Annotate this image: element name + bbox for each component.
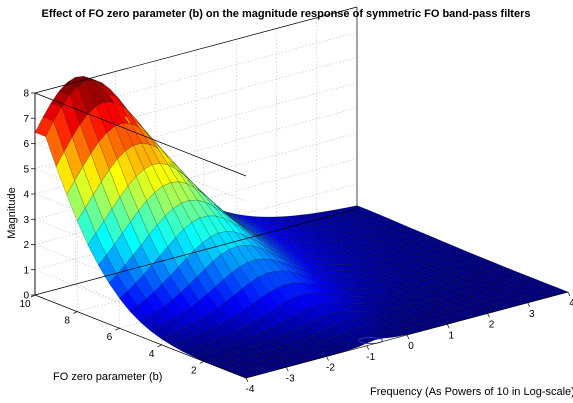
- y-tick-mark: [157, 344, 162, 348]
- y-tick-label: 4: [149, 349, 155, 360]
- x-axis-label: Frequency (As Powers of 10 in Log-scale): [370, 386, 573, 398]
- grid-line: [34, 82, 358, 170]
- z-tick-label: 1: [23, 265, 29, 276]
- grid-line: [34, 57, 358, 144]
- x-tick-mark: [487, 313, 490, 318]
- x-tick-mark: [245, 377, 249, 383]
- y-tick-mark: [199, 361, 204, 364]
- x-tick-mark: [326, 356, 329, 361]
- z-tick-label: 2: [23, 240, 29, 251]
- z-tick-label: 7: [23, 114, 29, 125]
- y-tick-label: 6: [107, 332, 113, 343]
- x-tick-mark: [446, 324, 450, 329]
- x-tick-mark: [406, 334, 410, 340]
- x-tick-label: -1: [366, 352, 375, 363]
- z-axis-label: Magnitude: [6, 187, 18, 238]
- y-tick-label: 2: [191, 365, 197, 376]
- x-tick-label: 0: [408, 341, 414, 352]
- x-tick-label: 2: [489, 320, 495, 331]
- grid-line: [34, 158, 358, 245]
- y-tick-label: 8: [64, 316, 70, 327]
- x-tick-label: 4: [569, 298, 573, 309]
- x-tick-mark: [285, 367, 289, 372]
- y-tick-mark: [115, 327, 120, 331]
- x-tick-label: -3: [286, 373, 295, 384]
- z-tick-label: 5: [23, 164, 29, 175]
- contour-mark: [358, 337, 383, 344]
- axis-box-edge: [34, 6, 358, 94]
- z-tick-label: 0: [23, 291, 29, 302]
- x-tick-mark: [527, 302, 531, 307]
- y-axis-label: FO zero parameter (b): [53, 371, 162, 383]
- axis-box-edge: [34, 208, 358, 296]
- x-tick-mark: [567, 291, 571, 297]
- y-tick-label: 10: [19, 299, 31, 310]
- z-tick-label: 4: [23, 190, 29, 201]
- x-tick-label: 1: [448, 330, 454, 341]
- z-tick-label: 6: [23, 139, 29, 150]
- chart-title: Effect of FO zero parameter (b) on the m…: [42, 8, 531, 20]
- x-tick-label: -4: [246, 384, 255, 395]
- z-tick-label: 3: [23, 215, 29, 226]
- surface-plot: [34, 76, 569, 379]
- x-tick-label: 3: [529, 309, 535, 320]
- grid-line: [34, 183, 358, 271]
- grid-line: [34, 107, 358, 195]
- y-tick-mark: [73, 311, 78, 314]
- y-axis-line: [34, 294, 247, 379]
- axis-box-edge: [34, 92, 247, 177]
- x-tick-label: -2: [326, 363, 335, 374]
- axes: [30, 6, 571, 383]
- x-tick-mark: [366, 345, 370, 350]
- grid-line: [34, 31, 358, 119]
- grid-line: [34, 132, 358, 220]
- z-tick-label: 8: [23, 89, 29, 100]
